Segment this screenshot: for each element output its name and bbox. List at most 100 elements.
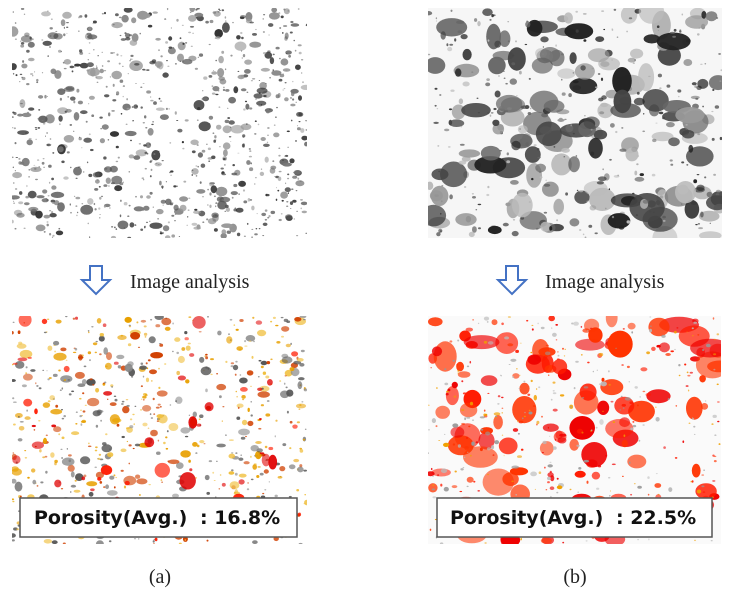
pore	[110, 414, 120, 424]
pore	[282, 163, 292, 167]
pore	[18, 342, 22, 345]
pore	[478, 204, 482, 205]
pore	[50, 409, 62, 415]
pore	[219, 107, 221, 108]
pore	[301, 208, 302, 210]
pore	[674, 349, 676, 350]
pore	[135, 444, 140, 447]
pore	[140, 195, 143, 198]
pore	[624, 434, 626, 437]
pore	[211, 71, 217, 75]
pore	[127, 237, 131, 239]
pore	[596, 427, 598, 429]
pore	[77, 212, 78, 213]
pore	[261, 366, 264, 369]
pore	[54, 70, 61, 79]
pore	[88, 330, 90, 331]
pore	[651, 347, 656, 351]
pore	[263, 144, 270, 147]
pore	[224, 164, 225, 166]
pore	[61, 488, 63, 489]
pore	[518, 125, 528, 133]
pore	[21, 64, 27, 69]
pore	[8, 26, 18, 36]
pore	[663, 446, 666, 449]
pore	[83, 138, 92, 143]
pore	[492, 120, 499, 126]
pore	[295, 50, 297, 52]
pore	[182, 148, 184, 150]
pore	[710, 223, 711, 224]
pore	[534, 395, 537, 401]
pore	[555, 155, 557, 157]
pore	[74, 490, 81, 493]
pore	[221, 51, 224, 54]
pore	[702, 106, 704, 108]
pore	[231, 173, 237, 176]
pore	[258, 124, 260, 126]
pore	[217, 68, 224, 77]
pore	[273, 54, 275, 56]
pore	[70, 167, 71, 168]
pore	[701, 474, 704, 475]
pore	[160, 114, 169, 120]
pore	[649, 329, 652, 333]
pore	[85, 14, 88, 17]
pore	[42, 198, 49, 202]
pore	[699, 375, 706, 382]
pore	[540, 222, 550, 232]
pore	[550, 486, 555, 490]
pore	[61, 19, 66, 26]
pore	[158, 49, 160, 51]
pore	[495, 417, 497, 418]
pore	[11, 116, 14, 118]
pore	[586, 201, 588, 203]
pore	[135, 475, 140, 479]
pore	[259, 418, 262, 420]
pore	[73, 352, 76, 353]
pore	[687, 372, 689, 374]
pore	[268, 215, 270, 217]
pore	[582, 432, 584, 434]
pore	[49, 210, 51, 211]
pore	[216, 187, 228, 196]
pore	[151, 150, 160, 160]
pore	[546, 489, 548, 490]
pore	[241, 75, 244, 78]
pore	[156, 407, 160, 409]
pore	[687, 332, 688, 333]
pore	[88, 53, 90, 54]
pore	[136, 321, 138, 323]
pore	[467, 477, 474, 483]
pore	[692, 417, 694, 420]
pore	[89, 237, 90, 238]
pore	[264, 489, 266, 490]
pore	[153, 11, 158, 13]
pore	[251, 479, 254, 481]
pore	[222, 229, 227, 234]
pore	[290, 208, 291, 209]
pore	[159, 98, 161, 100]
pore	[146, 195, 151, 199]
pore	[682, 440, 684, 443]
pore	[291, 351, 298, 356]
pore	[609, 495, 611, 497]
pore	[714, 456, 717, 457]
pore	[229, 454, 236, 459]
pore	[83, 410, 86, 412]
pore	[139, 366, 147, 370]
pore	[169, 47, 173, 49]
pore	[303, 319, 306, 320]
pore	[206, 492, 210, 495]
pore	[240, 454, 242, 456]
pore	[541, 416, 543, 418]
pore	[167, 430, 169, 432]
pore	[614, 90, 632, 114]
pore	[42, 189, 47, 193]
pore	[261, 68, 270, 72]
pore	[188, 460, 191, 463]
pore	[602, 378, 605, 382]
pore	[487, 321, 489, 323]
pore	[434, 341, 457, 371]
pore	[586, 418, 589, 420]
